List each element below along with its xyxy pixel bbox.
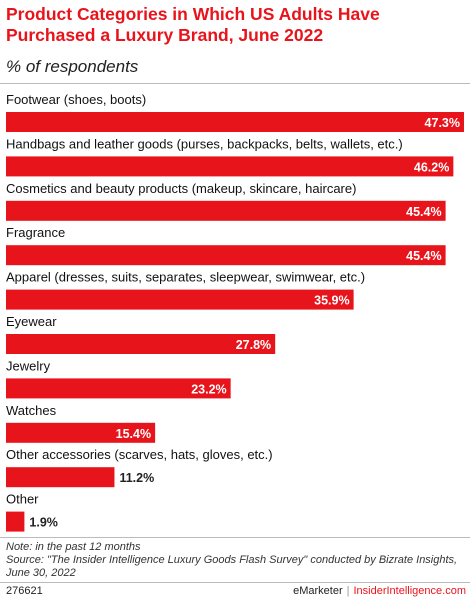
category-label: Other accessories (scarves, hats, gloves…	[6, 447, 273, 462]
source-text: Source: "The Insider Intelligence Luxury…	[6, 554, 458, 579]
value-label: 45.4%	[406, 205, 441, 219]
bar	[6, 112, 464, 132]
chart-title: Product Categories in Which US Adults Ha…	[6, 4, 380, 45]
insider-intelligence-link[interactable]: InsiderIntelligence.com	[353, 585, 466, 597]
chart-notes: Note: in the past 12 months Source: "The…	[6, 541, 466, 580]
category-label: Other	[6, 492, 39, 507]
bar	[6, 422, 156, 443]
category-label: Handbags and leather goods (purses, back…	[6, 136, 403, 151]
footer-brand: eMarketer | InsiderIntelligence.com	[293, 585, 466, 598]
value-label: 46.2%	[414, 160, 449, 174]
category-label: Apparel (dresses, suits, separates, slee…	[6, 270, 365, 285]
value-label: 45.4%	[406, 249, 441, 263]
emarketer-logo-text: eMarketer	[293, 585, 343, 597]
bar	[6, 511, 25, 532]
value-label: 23.2%	[191, 382, 226, 396]
bar	[6, 200, 446, 221]
category-label: Watches	[6, 403, 57, 418]
category-label: Jewelry	[6, 358, 51, 373]
footer-divider	[0, 582, 470, 583]
category-label: Eyewear	[6, 314, 57, 329]
bar	[6, 378, 231, 399]
value-label: 1.9%	[29, 516, 57, 530]
top-divider	[0, 83, 470, 84]
value-label: 35.9%	[314, 294, 349, 308]
footer-separator: |	[346, 585, 350, 597]
chart-subtitle: % of respondents	[6, 57, 139, 76]
category-label: Fragrance	[6, 225, 65, 240]
category-label: Cosmetics and beauty products (makeup, s…	[6, 181, 356, 196]
value-label: 47.3%	[425, 116, 460, 130]
chart-id: 276621	[6, 585, 43, 597]
value-label: 15.4%	[116, 427, 151, 441]
bar	[6, 156, 454, 177]
bar	[6, 334, 276, 354]
bar	[6, 467, 115, 488]
bar	[6, 245, 446, 266]
category-label: Footwear (shoes, boots)	[6, 92, 146, 107]
bar	[6, 289, 354, 310]
notes-divider	[0, 537, 470, 538]
note-text: Note: in the past 12 months	[6, 541, 141, 553]
value-label: 27.8%	[236, 338, 271, 352]
value-label: 11.2%	[119, 471, 154, 485]
